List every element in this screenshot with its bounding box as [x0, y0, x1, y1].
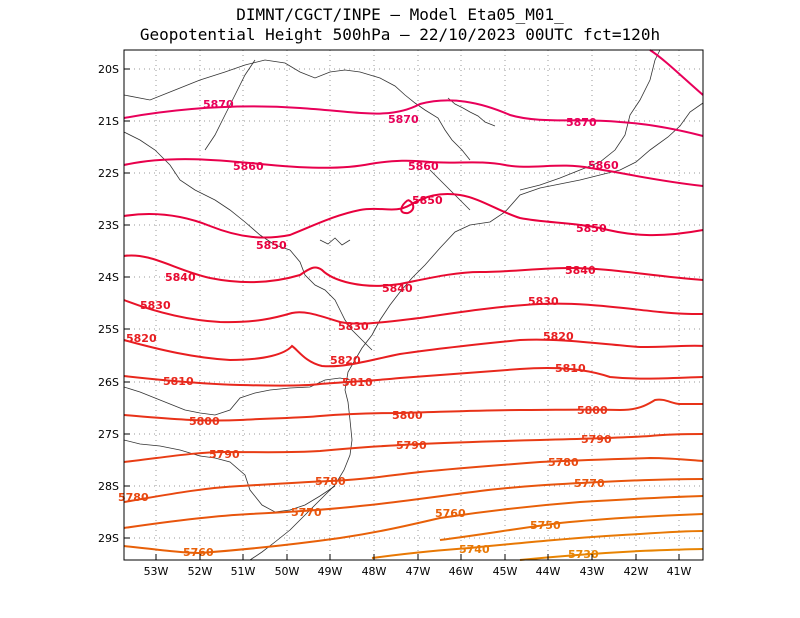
lon-label: 49W [318, 565, 343, 578]
contour-5860 [123, 158, 704, 187]
lat-label: 22S [98, 167, 119, 180]
contour-5840 [123, 254, 704, 287]
graticule [124, 50, 703, 560]
contour-label: 5790 [581, 433, 612, 446]
lat-label: 29S [98, 532, 119, 545]
axis-ticks [124, 68, 680, 560]
lat-label: 28S [98, 480, 119, 493]
contour-label: 5730 [568, 548, 599, 561]
lat-label: 27S [98, 428, 119, 441]
state-border [123, 59, 471, 161]
contour-5790 [123, 433, 704, 463]
contour-label: 5750 [530, 519, 561, 532]
latitude-labels: 20S 21S 22S 23S 24S 25S 26S 27S 28S 29S [98, 63, 119, 545]
lon-label: 53W [144, 565, 169, 578]
contour-label: 5820 [126, 332, 157, 345]
contour-label: 5840 [565, 264, 596, 277]
contour-label: 5810 [163, 375, 194, 388]
map-title-line2: Geopotential Height 500hPa – 22/10/2023 … [139, 25, 661, 44]
contour-label: 5830 [338, 320, 369, 333]
contour-label: 5870 [203, 98, 234, 111]
contour-5850-loop [400, 199, 415, 215]
lat-label: 24S [98, 271, 119, 284]
contour-label: 5800 [577, 404, 608, 417]
lat-label: 20S [98, 63, 119, 76]
contour-label: 5800 [189, 415, 220, 428]
contour-5810 [123, 367, 704, 387]
contour-label: 5860 [588, 159, 619, 172]
lon-label: 45W [493, 565, 518, 578]
contour-label: 5870 [388, 113, 419, 126]
contour-5760 [123, 495, 704, 555]
contour-label: 5850 [576, 222, 607, 235]
contour-5730 [519, 548, 704, 561]
contour-5830 [123, 299, 704, 325]
lat-label: 25S [98, 323, 119, 336]
contour-label: 5810 [342, 376, 373, 389]
contour-label: 5800 [392, 409, 423, 422]
lat-label: 23S [98, 219, 119, 232]
contour-label: 5740 [459, 543, 490, 556]
state-border [204, 59, 256, 151]
contour-label: 5760 [435, 507, 466, 520]
contour-5850 [123, 193, 704, 239]
contour-5870 [123, 99, 704, 137]
contour-label: 5780 [315, 475, 346, 488]
geopotential-contours [123, 49, 704, 561]
lon-label: 48W [362, 565, 387, 578]
coastline-and-borders [123, 49, 704, 561]
state-border [123, 131, 291, 251]
lon-label: 41W [667, 565, 692, 578]
contour-5800 [123, 398, 703, 422]
lon-label: 51W [231, 565, 256, 578]
contour-label: 5850 [256, 239, 287, 252]
contour-label: 5830 [140, 299, 171, 312]
contour-5780 [123, 456, 704, 503]
contour-5750 [439, 513, 704, 541]
contour-label: 5840 [382, 282, 413, 295]
contour-label: 5780 [118, 491, 149, 504]
contour-labels: 5870 5870 5870 5860 5860 5860 5850 5850 … [118, 98, 619, 561]
contour-label: 5830 [528, 295, 559, 308]
contour-label: 5850 [412, 194, 443, 207]
contour-label: 5860 [233, 160, 264, 173]
lat-label: 26S [98, 376, 119, 389]
state-border [429, 169, 471, 211]
contour-label: 5870 [566, 116, 597, 129]
lon-label: 43W [580, 565, 605, 578]
contour-label: 5820 [543, 330, 574, 343]
lon-label: 52W [188, 565, 213, 578]
lake [447, 97, 496, 127]
contour-label: 5770 [574, 477, 605, 490]
state-border [123, 439, 336, 513]
contour-label: 5860 [408, 160, 439, 173]
contour-label: 5810 [555, 362, 586, 375]
contour-5870 [649, 49, 704, 96]
contour-label: 5760 [183, 546, 214, 559]
lon-label: 47W [406, 565, 431, 578]
contour-5770 [123, 478, 704, 529]
contour-label: 5790 [396, 439, 427, 452]
contour-label: 5780 [548, 456, 579, 469]
lat-label: 21S [98, 115, 119, 128]
contour-label: 5790 [209, 448, 240, 461]
contour-label: 5770 [291, 506, 322, 519]
state-border [519, 49, 661, 191]
contour-label: 5840 [165, 271, 196, 284]
lon-label: 50W [275, 565, 300, 578]
map-title-line1: DIMNT/CGCT/INPE – Model Eta05_M01_ [236, 5, 564, 24]
lake [319, 237, 351, 246]
longitude-labels: 53W 52W 51W 50W 49W 48W 47W 46W 45W 44W … [144, 565, 692, 578]
lon-label: 46W [449, 565, 474, 578]
state-border [289, 249, 373, 351]
lon-label: 42W [624, 565, 649, 578]
contour-5820 [123, 338, 704, 368]
map-frame [123, 49, 704, 561]
contour-5740 [371, 530, 704, 559]
contour-label: 5820 [330, 354, 361, 367]
lon-label: 44W [536, 565, 561, 578]
